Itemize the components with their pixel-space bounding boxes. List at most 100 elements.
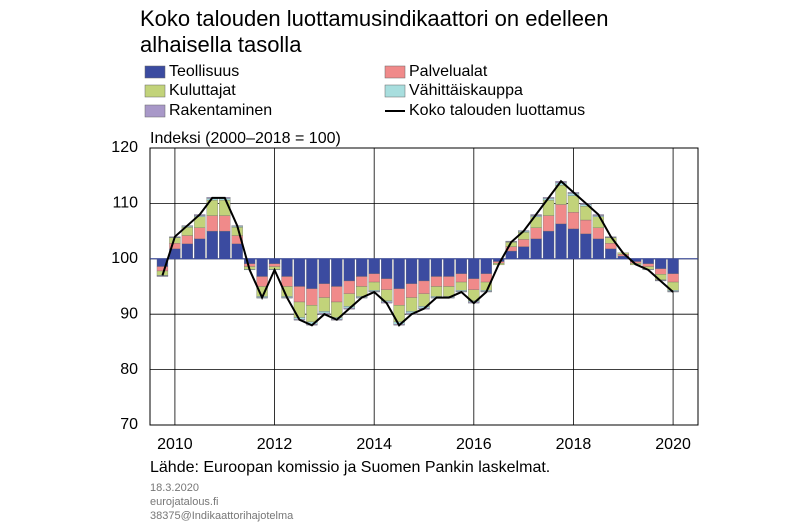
bar xyxy=(393,258,405,289)
bar xyxy=(181,243,193,259)
y-tick-label: 110 xyxy=(112,195,138,212)
bar xyxy=(244,263,256,267)
bar xyxy=(368,258,380,274)
bar xyxy=(381,278,393,290)
bar xyxy=(331,286,343,303)
bar xyxy=(306,305,318,323)
y-axis-label: Indeksi (2000–2018 = 100) xyxy=(150,130,341,147)
bar xyxy=(381,258,393,279)
bar xyxy=(655,268,667,275)
bar xyxy=(567,195,580,213)
bar xyxy=(194,238,206,259)
bar xyxy=(542,215,555,232)
legend-swatch xyxy=(144,84,166,98)
bar xyxy=(181,235,193,244)
bar xyxy=(580,206,592,221)
bar xyxy=(405,297,418,312)
bar xyxy=(418,258,430,282)
y-tick-label: 70 xyxy=(120,416,138,433)
plot-frame xyxy=(149,147,699,426)
source: Lähde: Euroopan komissio ja Suomen Panki… xyxy=(150,459,550,476)
bar xyxy=(530,227,542,240)
bar xyxy=(268,258,281,264)
bar xyxy=(555,223,567,259)
bar xyxy=(256,258,268,277)
bar xyxy=(667,258,679,274)
legend-label: Koko talouden luottamus xyxy=(409,102,585,119)
bar xyxy=(343,280,355,294)
bar xyxy=(530,238,542,259)
bar xyxy=(318,258,330,284)
bar xyxy=(318,283,330,298)
bar xyxy=(318,297,330,312)
legend-swatch xyxy=(384,84,406,98)
bar xyxy=(418,280,430,294)
bar xyxy=(368,281,380,291)
bar xyxy=(455,258,467,274)
bar xyxy=(405,283,418,298)
bar xyxy=(281,258,293,277)
bar xyxy=(393,288,405,306)
bar xyxy=(343,258,355,282)
bar xyxy=(281,276,293,287)
legend-swatch xyxy=(384,65,406,79)
legend-label: Palvelualat xyxy=(409,63,488,80)
bar xyxy=(430,258,443,277)
bar xyxy=(518,246,530,259)
bar xyxy=(542,230,555,259)
bar xyxy=(231,243,243,259)
bar xyxy=(206,215,218,232)
bar xyxy=(580,219,592,235)
bar xyxy=(194,227,206,240)
line xyxy=(161,179,674,327)
bar xyxy=(443,258,455,277)
bar xyxy=(268,263,281,267)
bar xyxy=(605,248,617,259)
x-tick-label: 2010 xyxy=(157,436,193,453)
bar xyxy=(480,273,492,283)
y-tick-label: 80 xyxy=(120,361,138,378)
bar xyxy=(156,275,169,277)
x-tick-label: 2016 xyxy=(456,436,492,453)
bar xyxy=(293,286,306,303)
bar xyxy=(219,215,231,232)
bar xyxy=(605,243,617,249)
x-tick-label: 2018 xyxy=(556,436,592,453)
bar xyxy=(356,276,368,287)
bar xyxy=(356,258,368,277)
bar xyxy=(580,233,592,259)
bar xyxy=(667,273,679,283)
bar xyxy=(518,239,530,247)
bar xyxy=(655,258,667,269)
bar xyxy=(206,230,218,259)
y-tick-label: 120 xyxy=(111,139,138,156)
bar xyxy=(468,258,480,279)
bar xyxy=(293,301,306,318)
bar xyxy=(293,258,306,287)
chart-title: Koko talouden luottamusindikaattori on e… xyxy=(140,6,609,57)
bar xyxy=(368,273,380,283)
bar xyxy=(642,263,654,267)
bar xyxy=(567,212,580,230)
x-tick-label: 2014 xyxy=(356,436,392,453)
bar xyxy=(430,276,443,287)
bar xyxy=(592,227,604,240)
bar xyxy=(480,258,492,274)
bar xyxy=(256,276,268,287)
bar xyxy=(306,258,318,289)
bar xyxy=(331,258,343,287)
bar xyxy=(468,278,480,290)
bar xyxy=(455,281,467,291)
legend-label: Vähittäiskauppa xyxy=(409,82,523,99)
legend-label: Rakentaminen xyxy=(169,102,272,119)
footer: 18.3.2020 xyxy=(150,482,199,494)
bar xyxy=(156,266,169,272)
bar xyxy=(455,273,467,283)
bar xyxy=(405,258,418,284)
footer: 38375@Indikaattorihajotelma xyxy=(150,510,294,522)
legend-label: Teollisuus xyxy=(169,63,239,80)
bar xyxy=(219,230,231,259)
legend-swatch xyxy=(144,104,166,118)
